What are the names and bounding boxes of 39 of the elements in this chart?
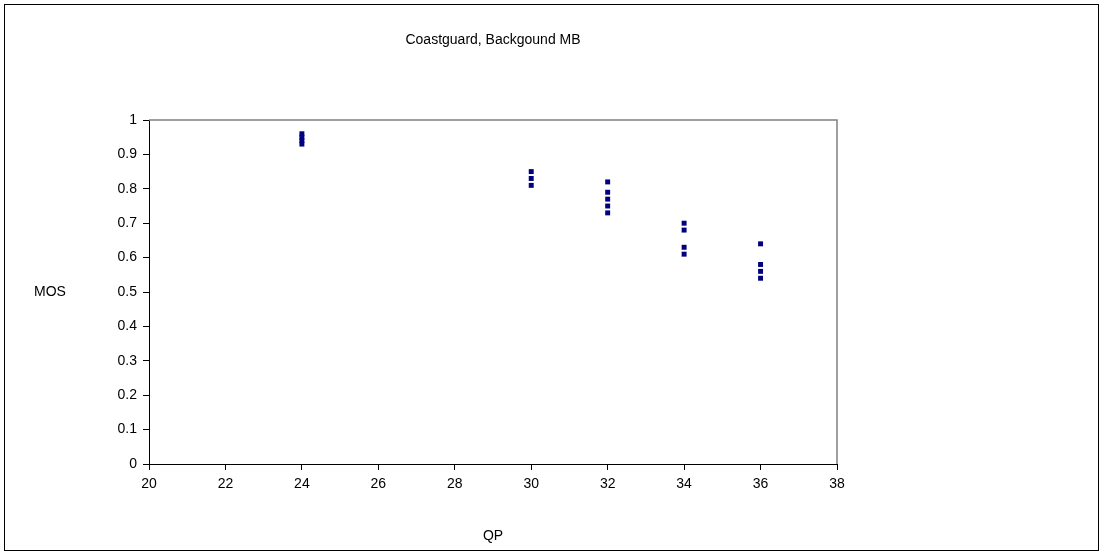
chart-title: Coastguard, Backgound MB	[405, 30, 581, 47]
y-axis-title: MOS	[34, 282, 66, 299]
x-tick-label: 22	[217, 475, 234, 492]
point	[528, 176, 534, 181]
y-tick-label: 0.3	[117, 351, 138, 368]
x-tick-label: 26	[370, 475, 387, 492]
point	[681, 227, 687, 233]
x-tick-label: 34	[676, 475, 693, 492]
y-tick-label: 0.4	[117, 317, 138, 334]
y-tick-label: 0.9	[117, 145, 138, 162]
x-tick-label: 32	[599, 475, 616, 492]
point	[681, 251, 687, 257]
point	[758, 262, 764, 267]
y-tick-label: 0.1	[117, 420, 138, 437]
point	[758, 275, 764, 281]
point	[528, 169, 534, 175]
y-tick-label: 0.5	[117, 282, 138, 299]
point	[681, 220, 687, 226]
point	[605, 179, 611, 185]
point	[528, 182, 534, 188]
point	[681, 244, 687, 250]
x-tick-label: 36	[752, 475, 769, 492]
point	[605, 210, 611, 216]
x-tick-label: 28	[446, 475, 463, 492]
y-tick-label: 1	[129, 110, 138, 127]
x-tick-label: 30	[523, 475, 540, 492]
x-tick-label: 38	[829, 475, 845, 492]
point	[758, 241, 764, 247]
y-tick-label: 0	[129, 454, 138, 471]
x-axis-title: QP	[482, 526, 504, 543]
y-tick-label: 0.6	[117, 248, 138, 265]
y-tick-label: 0.7	[117, 214, 138, 231]
point	[758, 268, 764, 274]
y-tick-label: 0.8	[117, 179, 138, 196]
point	[605, 189, 611, 195]
x-tick-label: 24	[294, 475, 310, 492]
point	[605, 196, 611, 202]
y-tick-label: 0.2	[117, 386, 138, 403]
x-tick-label: 20	[141, 475, 157, 492]
